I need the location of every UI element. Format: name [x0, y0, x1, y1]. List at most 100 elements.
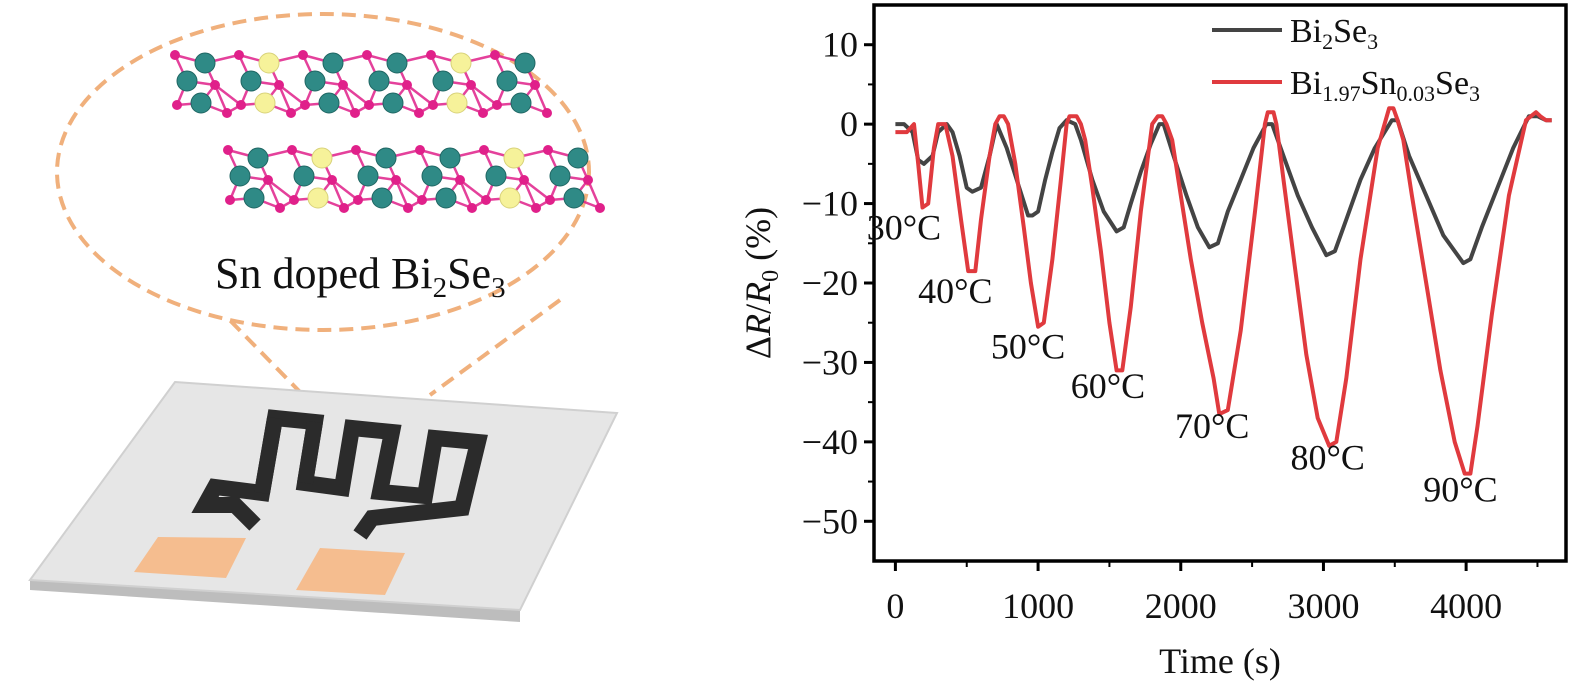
- atomic-bond: [459, 179, 487, 201]
- atomic-bond: [470, 84, 498, 106]
- se-atom: [170, 50, 180, 60]
- sensor-illustration: Sn doped Bi2Se3: [28, 12, 619, 622]
- atomic-bond: [458, 179, 474, 209]
- structure-caption: Sn doped Bi2Se3: [215, 249, 506, 304]
- atomic-bond: [405, 84, 421, 114]
- temperature-annotations: 30°C 40°C 50°C60°C 70°C 80°C 90°C: [867, 207, 1498, 509]
- bubble-connector-right: [428, 298, 562, 397]
- bi-atom: [304, 70, 326, 92]
- se-atom: [583, 175, 593, 185]
- se-atom: [530, 80, 540, 90]
- atomic-bond: [469, 84, 485, 114]
- temperature-annotation: 60°C: [1071, 366, 1145, 406]
- sn-atom: [311, 147, 333, 169]
- se-atom: [222, 108, 232, 118]
- plot-frame: [872, 3, 1568, 563]
- se-atom: [362, 50, 372, 60]
- bi-atom: [496, 70, 518, 92]
- bi-atom: [432, 70, 454, 92]
- bi-atom: [382, 92, 404, 114]
- bi-atom: [421, 165, 443, 187]
- atomic-bond: [406, 84, 434, 106]
- x-tick-label: 1000: [1002, 586, 1074, 626]
- bi-atom: [439, 147, 461, 169]
- y-axis-label: ΔR/R0 (%): [738, 207, 784, 359]
- se-atom: [234, 50, 244, 60]
- x-axis-label: Time (s): [1159, 641, 1281, 681]
- serpentine-electrode: [191, 409, 488, 540]
- se-atom: [455, 175, 465, 185]
- se-atom: [275, 203, 285, 213]
- se-atom: [339, 203, 349, 213]
- sn-atom: [450, 52, 472, 74]
- serpentine-electrode-inner: [254, 416, 323, 495]
- bi-atom: [567, 147, 589, 169]
- se-atom: [289, 195, 299, 205]
- contact-pad-right: [296, 548, 405, 595]
- atomic-bond: [278, 84, 306, 106]
- atomic-bond: [266, 179, 282, 209]
- bi-atom: [549, 165, 571, 187]
- bi-atom: [318, 92, 340, 114]
- legend: Bi2Se3 Bi1.97Sn0.03Se3: [1212, 13, 1480, 106]
- temperature-annotation: 80°C: [1291, 438, 1365, 478]
- se-atom: [414, 108, 424, 118]
- x-tick-label: 3000: [1287, 586, 1359, 626]
- bi-atom: [176, 70, 198, 92]
- y-tick-label: 0: [840, 104, 858, 144]
- atomic-bond: [213, 84, 229, 114]
- se-atom: [481, 195, 491, 205]
- se-atom: [263, 175, 273, 185]
- bi-atom: [194, 52, 216, 74]
- se-atom: [417, 195, 427, 205]
- sn-atom: [307, 187, 329, 209]
- bi-atom: [375, 147, 397, 169]
- atomic-bond: [214, 84, 242, 106]
- series-line-bi2se3: [895, 114, 1552, 266]
- se-atom: [351, 145, 361, 155]
- temperature-annotation: 40°C: [918, 271, 992, 311]
- se-atom: [479, 145, 489, 155]
- se-atom: [225, 195, 235, 205]
- bi-atom: [243, 187, 265, 209]
- atomic-bond: [523, 179, 551, 201]
- se-atom: [350, 108, 360, 118]
- se-atom: [545, 195, 555, 205]
- se-atom: [391, 175, 401, 185]
- se-atom: [286, 108, 296, 118]
- axis-ticks: 0 1000 2000 3000 4000 10 0 −10 −20 −30 −40 −50: [802, 25, 1539, 626]
- sn-atom: [499, 187, 521, 209]
- temperature-annotation: 90°C: [1423, 469, 1497, 509]
- atomic-bond: [331, 179, 359, 201]
- se-atom: [223, 145, 233, 155]
- se-atom: [415, 145, 425, 155]
- se-atom: [595, 203, 605, 213]
- se-atom: [300, 100, 310, 110]
- legend-label: Bi1.97Sn0.03Se3: [1290, 65, 1480, 106]
- atomic-bond: [395, 179, 423, 201]
- device-substrate-side: [30, 580, 520, 622]
- se-atom: [519, 175, 529, 185]
- y-tick-label: −40: [802, 422, 858, 462]
- se-atom: [490, 50, 500, 60]
- x-tick-label: 2000: [1145, 586, 1217, 626]
- crystal-structure: [170, 50, 605, 213]
- se-atom: [287, 145, 297, 155]
- y-tick-label: −10: [802, 184, 858, 224]
- atomic-bond: [586, 179, 602, 209]
- bi-atom: [368, 70, 390, 92]
- bi-atom: [563, 187, 585, 209]
- series-line-bi197sn003se3: [895, 106, 1552, 476]
- bi-atom: [485, 165, 507, 187]
- se-atom: [426, 50, 436, 60]
- contact-pad-left: [134, 537, 246, 578]
- bi-atom: [247, 147, 269, 169]
- atomic-bond: [342, 84, 370, 106]
- bi-atom: [240, 70, 262, 92]
- sn-atom: [258, 52, 280, 74]
- bi-atom: [322, 52, 344, 74]
- bi-atom: [514, 52, 536, 74]
- chart: 0 1000 2000 3000 4000 10 0 −10 −20 −30 −40 −50 30°C…: [738, 3, 1568, 681]
- sn-atom: [446, 92, 468, 114]
- se-atom: [531, 203, 541, 213]
